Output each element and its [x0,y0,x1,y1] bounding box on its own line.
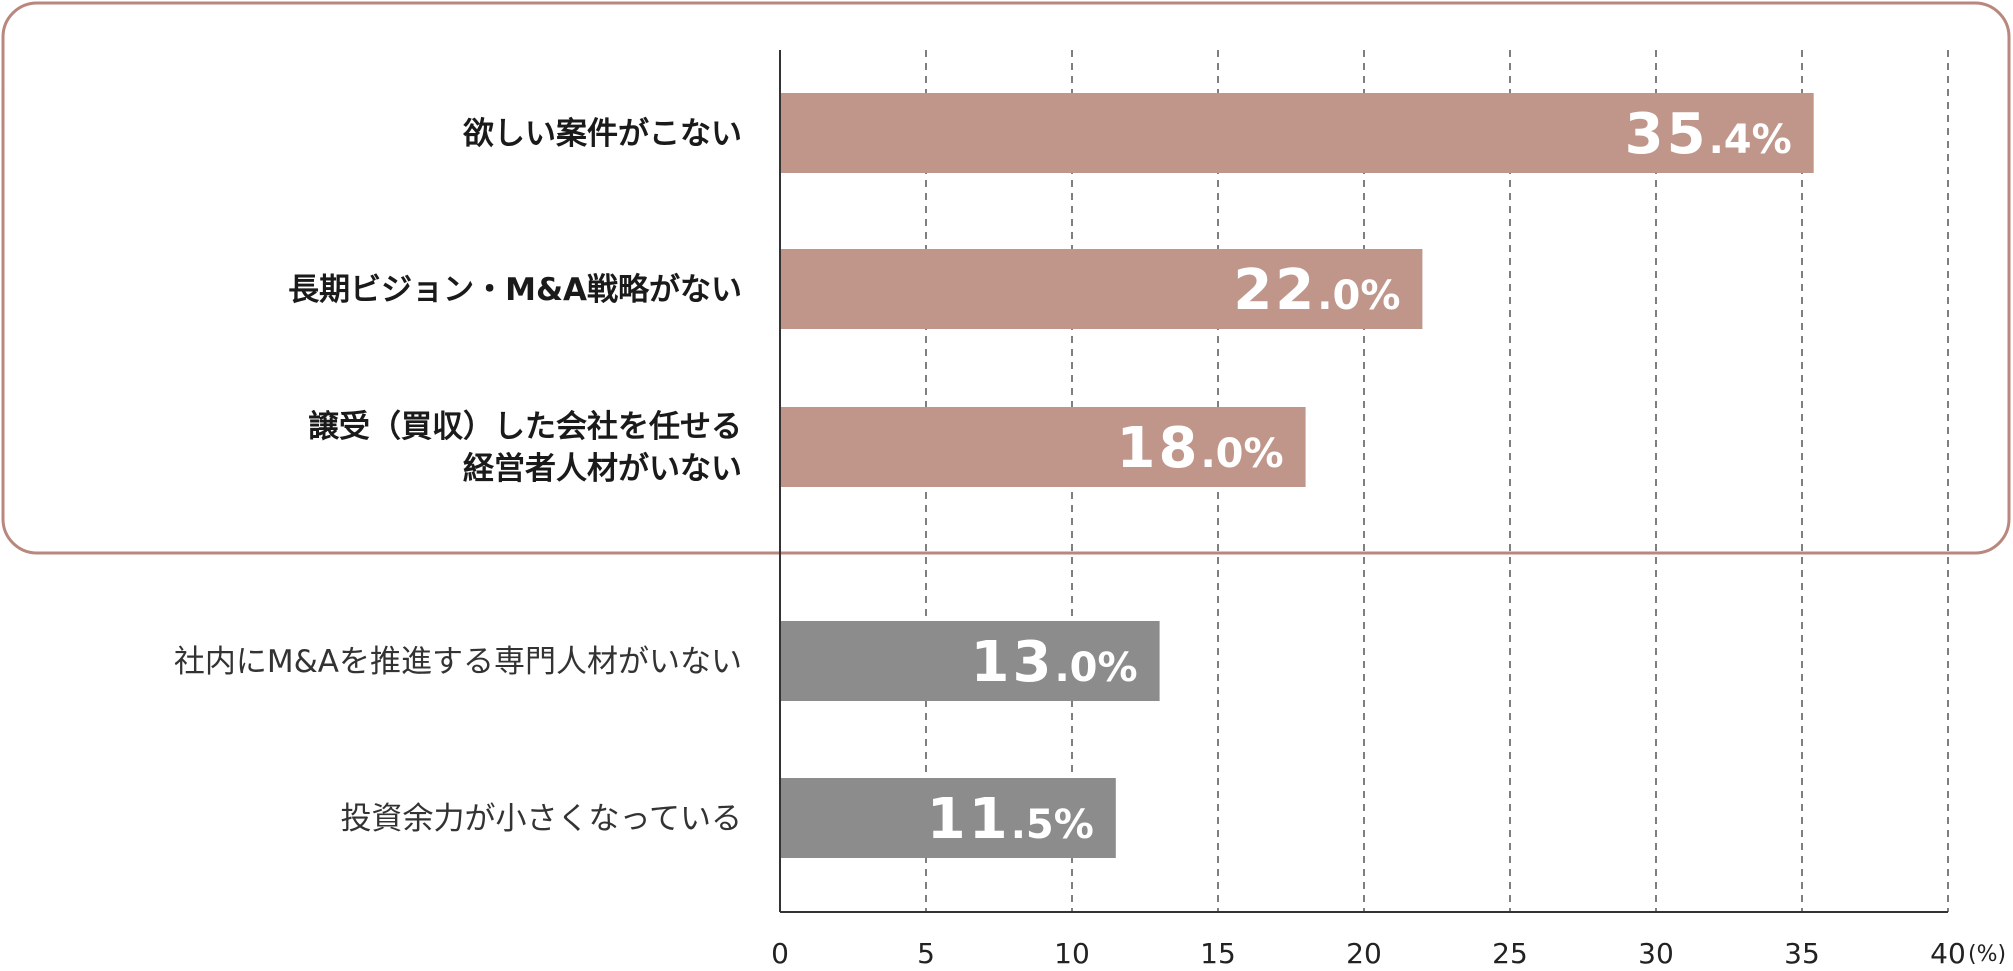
bar-0 [780,93,1814,173]
bar-value-label-2: 18.0% [1117,416,1284,481]
category-label-1: 長期ビジョン・M&A戦略がない [288,272,742,308]
category-labels: 欲しい案件がこない長期ビジョン・M&A戦略がない譲受（買収）した会社を任せる経営… [174,116,742,837]
axes [779,50,1948,913]
x-tick-label-20: 20 [1346,937,1382,970]
bar-value-label-1: 22.0% [1233,258,1400,323]
bar-3 [780,621,1160,701]
x-tick-label-15: 15 [1200,937,1236,970]
bar-value-label-4: 11.5% [927,787,1094,852]
x-axis-unit-label: (%) [1968,942,2006,967]
x-tick-label-0: 0 [771,937,789,970]
x-tick-label-35: 35 [1784,937,1820,970]
x-tick-label-25: 25 [1492,937,1528,970]
x-tick-label-10: 10 [1054,937,1090,970]
highlight-frame [1,1,2011,555]
x-tick-label-30: 30 [1638,937,1674,970]
bar-1 [780,249,1423,329]
x-tick-label-40: 40 [1930,937,1966,970]
tick-labels: 0 5 10 15 20 25 30 35 40 [771,937,1966,970]
category-label-3: 社内にM&Aを推進する専門人材がいない [174,644,742,680]
category-label-4: 投資余力が小さくなっている [341,801,742,837]
bar-value-label-3: 13.0% [971,630,1138,695]
x-tick-label-5: 5 [917,937,935,970]
bars: 35.4% 22.0% 18.0% 13.0% 11.5% [780,93,1814,858]
grid-lines [925,50,1949,912]
bar-4 [780,778,1116,858]
bar-2 [780,407,1306,487]
bar-value-label-0: 35.4% [1625,102,1792,167]
category-label-2: 譲受（買収）した会社を任せる経営者人材がいない [308,409,742,487]
category-label-0: 欲しい案件がこない [462,116,742,152]
